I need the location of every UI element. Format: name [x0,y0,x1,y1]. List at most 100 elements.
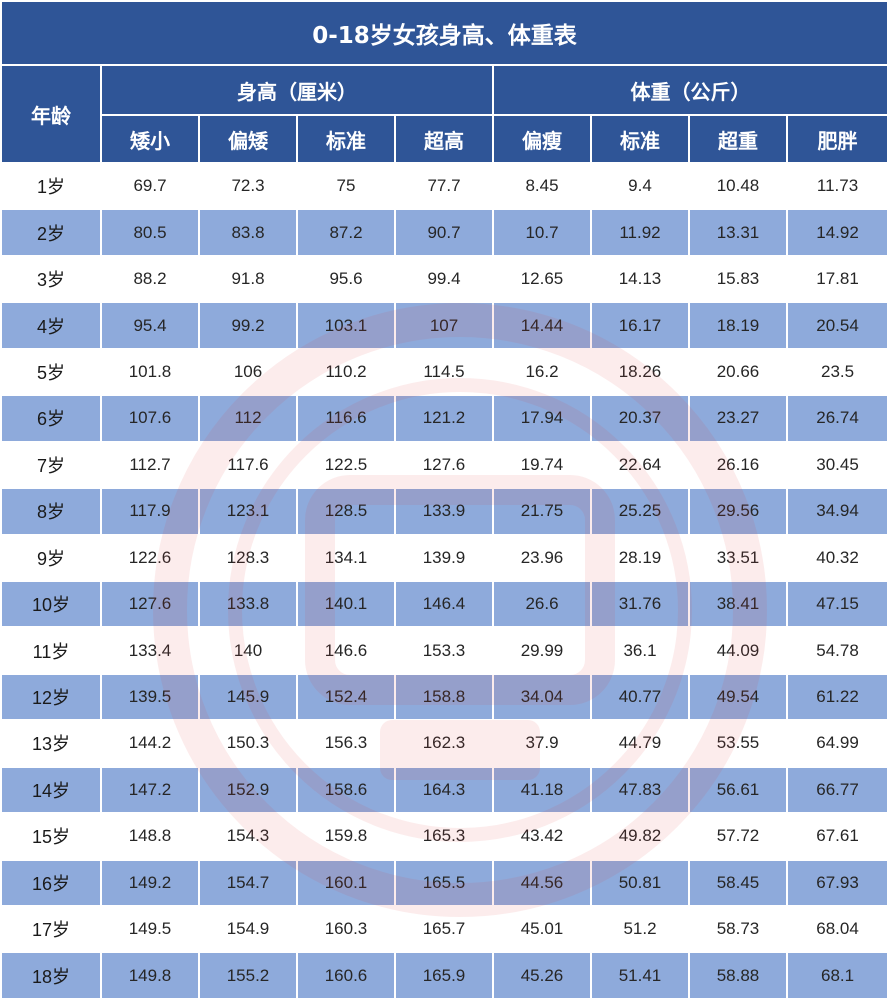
height-cell: 162.3 [394,719,494,768]
weight-cell: 44.56 [492,858,592,908]
height-cell: 116.6 [296,394,396,443]
weight-cell: 64.99 [785,719,887,768]
height-cell: 139.5 [100,672,200,722]
height-cell: 110.2 [296,347,396,397]
height-cell: 77.7 [394,161,494,211]
weight-cell: 26.74 [785,394,887,443]
weight-cell: 10.7 [492,208,592,257]
weight-cell: 43.42 [492,812,592,861]
height-cell: 140 [198,626,298,675]
weight-cell: 44.79 [590,719,690,768]
height-cell: 158.8 [394,672,494,722]
height-cell: 91.8 [198,254,298,304]
weight-cell: 58.73 [688,904,788,954]
height-cell: 127.6 [394,440,494,490]
height-cell: 145.9 [198,672,298,722]
weight-cell: 12.65 [492,254,592,304]
weight-cell: 26.6 [492,579,592,629]
weight-cell: 68.04 [785,904,887,954]
height-cell: 75 [296,161,396,211]
weight-cell: 57.72 [688,812,788,861]
height-cell: 160.1 [296,858,396,908]
age-cell: 11岁 [0,626,102,675]
weight-cell: 23.27 [688,394,788,443]
weight-cell: 51.2 [590,904,690,954]
height-cell: 128.5 [296,487,396,536]
table-row: 13岁 144.2 150.3 156.3 162.3 37.9 44.79 53.55 64.… [0,719,887,768]
weight-cell: 40.77 [590,672,690,722]
height-cell: 133.4 [100,626,200,675]
height-cell: 139.9 [394,533,494,582]
height-cell: 165.9 [394,951,494,1000]
height-cell: 147.2 [100,765,200,815]
age-cell: 5岁 [0,347,102,397]
height-col-header: 偏矮 [198,114,298,164]
weight-cell: 17.94 [492,394,592,443]
height-col-header: 标准 [296,114,396,164]
height-cell: 112.7 [100,440,200,490]
age-cell: 14岁 [0,765,102,815]
weight-cell: 22.64 [590,440,690,490]
weight-cell: 10.48 [688,161,788,211]
weight-cell: 28.19 [590,533,690,582]
weight-cell: 47.15 [785,579,887,629]
weight-cell: 51.41 [590,951,690,1000]
weight-cell: 58.45 [688,858,788,908]
weight-cell: 18.19 [688,301,788,350]
weight-cell: 29.56 [688,487,788,536]
age-cell: 15岁 [0,812,102,861]
height-col-header: 矮小 [100,114,200,164]
weight-cell: 14.44 [492,301,592,350]
weight-cell: 13.31 [688,208,788,257]
height-cell: 134.1 [296,533,396,582]
weight-cell: 33.51 [688,533,788,582]
age-cell: 12岁 [0,672,102,722]
height-cell: 133.9 [394,487,494,536]
table-row: 18岁 149.8 155.2 160.6 165.9 45.26 51.41 58.88 68… [0,951,887,1000]
table-row: 14岁 147.2 152.9 158.6 164.3 41.18 47.83 56.61 66… [0,765,887,815]
weight-cell: 20.66 [688,347,788,397]
height-cell: 117.6 [198,440,298,490]
table-body: 1岁 69.7 72.3 75 77.7 8.45 9.4 10.48 11.73 2岁 80.5 8… [0,161,887,1000]
weight-cell: 29.99 [492,626,592,675]
height-cell: 90.7 [394,208,494,257]
height-cell: 101.8 [100,347,200,397]
height-cell: 99.2 [198,301,298,350]
weight-cell: 23.5 [785,347,887,397]
height-cell: 158.6 [296,765,396,815]
weight-cell: 25.25 [590,487,690,536]
height-cell: 80.5 [100,208,200,257]
weight-col-header: 标准 [590,114,690,164]
weight-cell: 19.74 [492,440,592,490]
weight-cell: 17.81 [785,254,887,304]
age-cell: 8岁 [0,487,102,536]
weight-cell: 44.09 [688,626,788,675]
height-cell: 112 [198,394,298,443]
height-cell: 154.7 [198,858,298,908]
age-cell: 18岁 [0,951,102,1000]
height-cell: 160.3 [296,904,396,954]
height-cell: 99.4 [394,254,494,304]
weight-cell: 38.41 [688,579,788,629]
weight-cell: 53.55 [688,719,788,768]
height-cell: 128.3 [198,533,298,582]
height-cell: 164.3 [394,765,494,815]
table-row: 16岁 149.2 154.7 160.1 165.5 44.56 50.81 58.45 67… [0,858,887,908]
weight-cell: 37.9 [492,719,592,768]
height-cell: 114.5 [394,347,494,397]
height-cell: 160.6 [296,951,396,1000]
weight-cell: 9.4 [590,161,690,211]
height-cell: 156.3 [296,719,396,768]
height-cell: 69.7 [100,161,200,211]
table-row: 6岁 107.6 112 116.6 121.2 17.94 20.37 23.27 26.74 [0,394,887,443]
age-cell: 16岁 [0,858,102,908]
weight-cell: 34.04 [492,672,592,722]
height-col-header: 超高 [394,114,494,164]
table-row: 11岁 133.4 140 146.6 153.3 29.99 36.1 44.09 54.78 [0,626,887,675]
weight-cell: 45.01 [492,904,592,954]
age-cell: 9岁 [0,533,102,582]
weight-cell: 11.92 [590,208,690,257]
height-cell: 146.4 [394,579,494,629]
